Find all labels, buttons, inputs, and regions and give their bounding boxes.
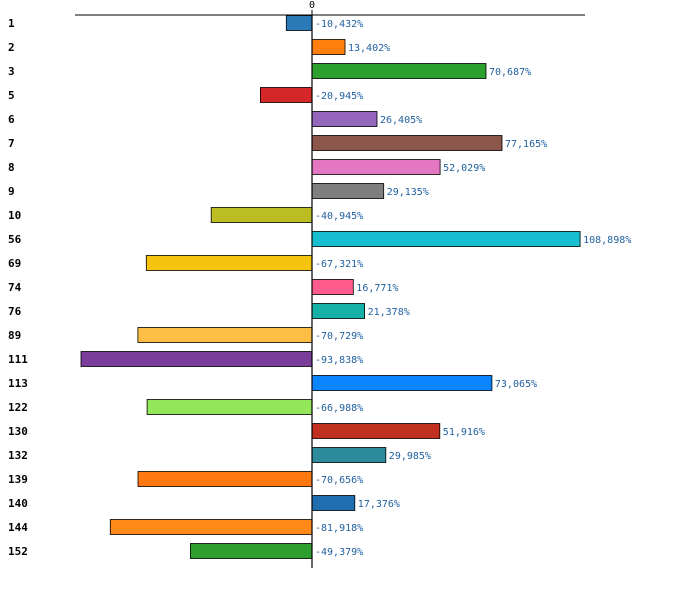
bar-3	[311, 63, 487, 79]
category-label: 6	[8, 113, 15, 126]
value-label: -49,379%	[315, 547, 363, 558]
bar-139	[137, 471, 313, 487]
value-label: -66,988%	[315, 403, 363, 414]
value-label: 108,898%	[583, 235, 631, 246]
category-label: 10	[8, 209, 21, 222]
bar-9	[311, 183, 385, 199]
value-label: -40,945%	[315, 211, 363, 222]
value-label: 51,916%	[443, 427, 485, 438]
value-label: -20,945%	[315, 91, 363, 102]
category-label: 111	[8, 353, 28, 366]
value-label: 77,165%	[505, 139, 547, 150]
category-label: 7	[8, 137, 15, 150]
value-label: -81,918%	[315, 523, 363, 534]
value-label: 29,135%	[387, 187, 429, 198]
value-label: -93,838%	[315, 355, 363, 366]
value-label: -10,432%	[315, 19, 363, 30]
category-label: 122	[8, 401, 28, 414]
bar-132	[311, 447, 387, 463]
category-label: 5	[8, 89, 15, 102]
bar-89	[137, 327, 313, 343]
category-label: 2	[8, 41, 15, 54]
category-label: 74	[8, 281, 22, 294]
zero-tick-label: 0	[309, 0, 315, 11]
value-label: 21,378%	[368, 307, 410, 318]
bar-152	[189, 543, 313, 559]
category-label: 89	[8, 329, 21, 342]
bar-140	[311, 495, 356, 511]
category-label: 144	[8, 521, 28, 534]
bar-10	[210, 207, 313, 223]
bar-2	[311, 39, 346, 55]
bar-74	[311, 279, 354, 295]
value-label: 16,771%	[356, 283, 398, 294]
value-label: -70,729%	[315, 331, 363, 342]
value-label: 29,985%	[389, 451, 431, 462]
value-label: 26,405%	[380, 115, 422, 126]
category-label: 130	[8, 425, 28, 438]
category-label: 8	[8, 161, 15, 174]
value-label: 52,029%	[443, 163, 485, 174]
value-label: 17,376%	[358, 499, 400, 510]
value-label: 73,065%	[495, 379, 537, 390]
value-label: -70,656%	[315, 475, 363, 486]
category-label: 76	[8, 305, 22, 318]
bar-113	[311, 375, 493, 391]
category-label: 139	[8, 473, 28, 486]
value-label: -67,321%	[315, 259, 363, 270]
bar-1	[285, 15, 313, 31]
category-label: 113	[8, 377, 28, 390]
bar-7	[311, 135, 503, 151]
bar-56	[311, 231, 581, 247]
category-label: 140	[8, 497, 28, 510]
bar-111	[80, 351, 313, 367]
bar-8	[311, 159, 441, 175]
category-label: 56	[8, 233, 22, 246]
bar-144	[109, 519, 313, 535]
category-label: 9	[8, 185, 15, 198]
value-label: 13,402%	[348, 43, 390, 54]
category-label: 3	[8, 65, 15, 78]
bar-130	[311, 423, 441, 439]
bar-76	[311, 303, 365, 319]
bars-group: 1 -10,432% 2 13,402% 3 70,687% 5 -20,945% 6 26,40…	[8, 15, 631, 559]
category-label: 1	[8, 17, 15, 30]
category-label: 69	[8, 257, 21, 270]
category-label: 132	[8, 449, 28, 462]
value-label: 70,687%	[489, 67, 531, 78]
category-label: 152	[8, 545, 28, 558]
bar-6	[311, 111, 378, 127]
bar-5	[259, 87, 313, 103]
bar-69	[145, 255, 313, 271]
bar-122	[146, 399, 313, 415]
